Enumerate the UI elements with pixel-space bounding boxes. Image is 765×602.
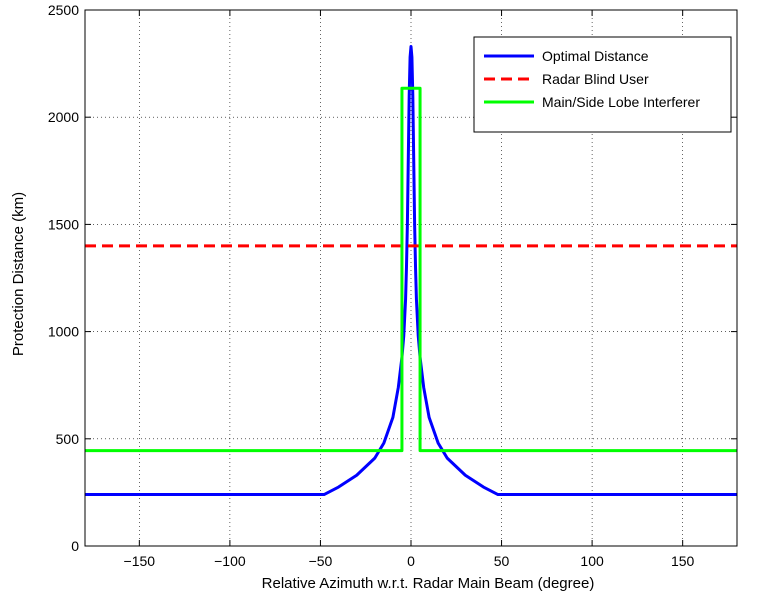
x-axis-label: Relative Azimuth w.r.t. Radar Main Beam … (262, 575, 595, 592)
x-tick-label: 150 (671, 553, 695, 569)
x-tick-label: 50 (494, 553, 510, 569)
y-tick-label: 1500 (48, 216, 79, 232)
x-tick-label: −50 (309, 553, 333, 569)
series-line-3 (85, 86, 737, 453)
plot-series (85, 44, 737, 497)
x-tick-label: −100 (214, 553, 246, 569)
x-tick-label: −150 (124, 553, 156, 569)
y-tick-label: 2000 (48, 109, 79, 125)
legend: Optimal Distance Radar Blind User Main/Sid… (473, 36, 732, 133)
x-tick-label: 0 (407, 553, 415, 569)
x-tick-label: 100 (580, 553, 604, 569)
y-tick-label: 0 (71, 538, 79, 554)
y-tick-label: 1000 (48, 324, 79, 340)
y-tick-label: 500 (56, 431, 80, 447)
legend-label-1: Optimal Distance (542, 48, 649, 64)
legend-box (473, 36, 732, 133)
y-axis-label: Protection Distance (km) (10, 192, 27, 356)
legend-label-2: Radar Blind User (542, 71, 649, 87)
y-tick-label: 2500 (48, 2, 79, 18)
grid (85, 10, 737, 546)
series-line-1 (85, 44, 737, 497)
legend-label-3: Main/Side Lobe Interferer (542, 94, 700, 110)
